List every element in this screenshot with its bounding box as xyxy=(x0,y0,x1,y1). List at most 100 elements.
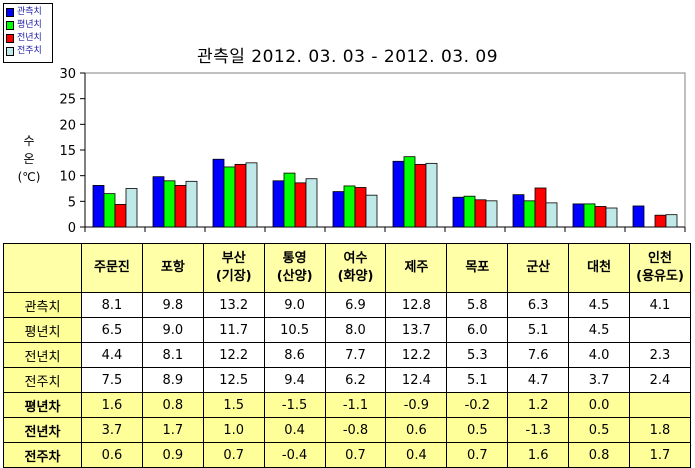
y-tick-label: 25 xyxy=(59,93,76,108)
table-cell: 5.1 xyxy=(446,367,509,393)
column-header: 군산 xyxy=(507,243,570,293)
table-cell: 8.6 xyxy=(263,342,326,368)
bar xyxy=(605,207,618,228)
table-cell: 0.6 xyxy=(81,442,143,468)
column-header-line: 통영 xyxy=(282,251,307,266)
table-cell: -0.8 xyxy=(324,417,387,443)
table-cell: 6.2 xyxy=(324,367,387,393)
bar xyxy=(654,214,667,228)
bar xyxy=(523,200,536,228)
table-cell xyxy=(629,392,691,418)
bar xyxy=(245,162,258,228)
table-cell: 0.0 xyxy=(568,392,631,418)
table-cell: 0.5 xyxy=(446,417,509,443)
bar xyxy=(272,180,285,228)
bar xyxy=(163,180,176,228)
table-cell: 9.0 xyxy=(263,292,326,318)
row-header: 전주치 xyxy=(3,367,82,393)
table-cell: 2.3 xyxy=(629,342,691,368)
table-cell: 1.2 xyxy=(507,392,570,418)
column-header: 포항 xyxy=(141,243,204,293)
legend-item: 관측치 xyxy=(6,6,50,19)
legend-label: 전년치 xyxy=(17,33,42,43)
bar xyxy=(114,204,127,228)
table-cell: 12.8 xyxy=(385,292,448,318)
table-header-row: 주문진 포항 부산 (기장) 통영 (산양) 여수 (화양) 제주 목포 군산 대천 인천 (용유도) xyxy=(3,243,691,293)
row-header: 평년치 xyxy=(3,317,82,343)
table-cell xyxy=(629,317,691,343)
table-corner-cell xyxy=(3,243,82,293)
y-tick-label: 15 xyxy=(59,144,76,159)
table-cell: 0.5 xyxy=(568,417,631,443)
bar xyxy=(665,214,678,228)
table-cell: 8.1 xyxy=(141,342,204,368)
bar xyxy=(463,195,476,228)
table-cell: 7.5 xyxy=(81,367,143,393)
table-cell: 0.8 xyxy=(568,442,631,468)
bar xyxy=(414,163,427,228)
bar xyxy=(294,182,307,228)
bar xyxy=(583,203,596,228)
y-axis-label-line: 수 xyxy=(23,134,35,148)
table-cell: 0.4 xyxy=(263,417,326,443)
table-cell: 4.7 xyxy=(507,367,570,393)
table-cell: 1.6 xyxy=(81,392,143,418)
legend-swatch xyxy=(6,21,14,30)
table-cell: -1.5 xyxy=(263,392,326,418)
bar xyxy=(332,191,345,228)
legend-swatch xyxy=(6,34,14,43)
row-header: 평년차 xyxy=(3,392,82,418)
row-header: 전주차 xyxy=(3,442,82,468)
y-tick-label: 20 xyxy=(59,118,76,133)
legend-swatch xyxy=(6,47,14,56)
table-row: 전년치 4.4 8.1 12.2 8.6 7.7 12.2 5.3 7.6 4.0 2.3 xyxy=(3,342,691,368)
table-cell: 1.8 xyxy=(629,417,691,443)
table-cell: 4.5 xyxy=(568,292,631,318)
table-cell: 7.7 xyxy=(324,342,387,368)
table-cell: 4.4 xyxy=(81,342,143,368)
table-cell: 5.8 xyxy=(446,292,509,318)
bar xyxy=(534,187,547,228)
column-header-line: (산양) xyxy=(276,269,313,284)
legend-swatch xyxy=(6,8,14,17)
bar xyxy=(632,205,645,228)
table-cell: 12.5 xyxy=(202,367,265,393)
bar xyxy=(425,162,438,228)
bar xyxy=(92,185,105,228)
bar xyxy=(234,163,247,228)
table-cell: 5.1 xyxy=(507,317,570,343)
chart-title: 관측일 2012. 03. 03 - 2012. 03. 09 xyxy=(196,47,499,67)
legend-item: 전주치 xyxy=(6,45,50,58)
y-axis-label-line: 온 xyxy=(23,152,35,166)
table-cell: 12.2 xyxy=(202,342,265,368)
bar xyxy=(283,172,296,228)
table-cell: 6.3 xyxy=(507,292,570,318)
table-cell: -1.1 xyxy=(324,392,387,418)
bar xyxy=(365,194,378,228)
column-header: 주문진 xyxy=(81,243,143,293)
bar xyxy=(125,188,138,228)
bar xyxy=(354,187,367,228)
column-header-line: 제주 xyxy=(404,260,429,275)
column-header-line: (기장) xyxy=(215,269,252,284)
table-cell: -0.2 xyxy=(446,392,509,418)
table-row: 전주치 7.5 8.9 12.5 9.4 6.2 12.4 5.1 4.7 3.7 2.4 xyxy=(3,367,691,393)
column-header: 목포 xyxy=(446,243,509,293)
table-cell: 0.7 xyxy=(324,442,387,468)
table-cell: 4.0 xyxy=(568,342,631,368)
legend-item: 평년치 xyxy=(6,19,50,32)
column-header-line: 대천 xyxy=(587,260,612,275)
table-row: 평년차 1.6 0.8 1.5 -1.5 -1.1 -0.9 -0.2 1.2 0.0 xyxy=(3,392,691,418)
column-header: 부산 (기장) xyxy=(202,243,265,293)
table-cell: 4.5 xyxy=(568,317,631,343)
table-cell: 0.7 xyxy=(446,442,509,468)
column-header-line: 인천 xyxy=(648,251,672,266)
column-header: 대천 xyxy=(568,243,631,293)
bar xyxy=(474,199,487,228)
table-row: 관측치 8.1 9.8 13.2 9.0 6.9 12.8 5.8 6.3 4.5 4.1 xyxy=(3,292,691,318)
table-cell: 3.7 xyxy=(81,417,143,443)
y-tick-label: 30 xyxy=(59,67,76,82)
bar xyxy=(594,206,607,228)
column-header-line: 포항 xyxy=(160,260,185,275)
